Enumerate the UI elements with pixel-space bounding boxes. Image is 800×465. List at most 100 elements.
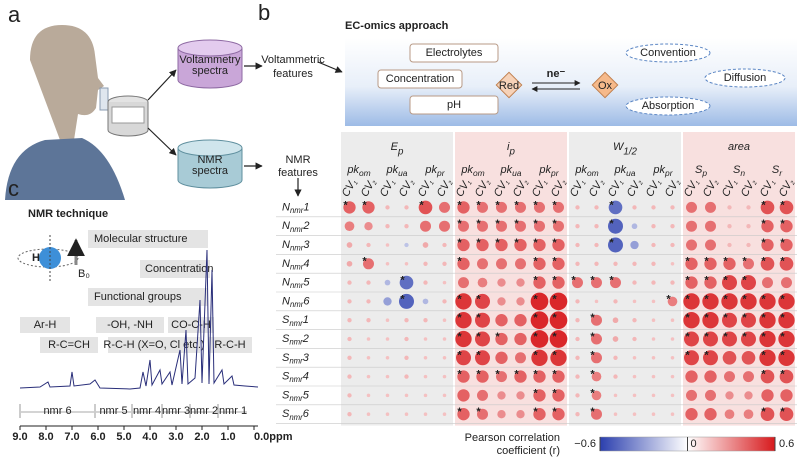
colorbar-tick-label: 0 [691,438,697,450]
correlation-dot [347,412,352,417]
correlation-dot [514,238,527,252]
significance-star: * [761,369,766,381]
significance-star: * [552,199,557,211]
row-label-part: S [282,352,290,364]
row-label: Snmr3 [282,352,310,366]
correlation-dot [741,312,756,328]
subgroup-label-part: om [473,168,485,178]
subgroup-label-part: S [772,164,780,176]
correlation-dot [552,238,565,252]
correlation-dot [613,261,618,266]
row-label-part: nmr [289,338,303,347]
group-label: Ep [391,141,404,157]
significance-star: * [590,331,595,343]
correlation-dot [575,355,580,360]
significance-star: * [780,256,785,268]
subgroup-label: pkom [346,164,370,178]
correlation-dot [575,393,580,398]
correlation-dot [667,296,678,307]
nmr-tick-label: 7.0 [64,431,79,443]
correlation-dot [534,220,545,232]
cv-label-part: 1 [581,180,588,186]
correlation-dot [631,223,638,230]
correlation-dot [670,318,675,322]
correlation-dot [515,201,526,213]
correlation-dot [385,393,390,398]
row-label-part: 3 [303,352,310,364]
significance-star: * [457,350,462,362]
correlation-dot [495,332,508,346]
correlation-dot [423,280,428,285]
correlation-dot [594,299,599,304]
correlation-dot [670,393,675,398]
correlation-dot [632,393,637,398]
feature-label: features [273,68,313,80]
correlation-dot [552,370,565,383]
correlation-dot [575,242,580,248]
significance-star: * [742,275,747,287]
correlation-dot [779,407,794,422]
subgroup-label-part: n [740,168,745,178]
correlation-dot [702,312,719,329]
redox-label: Red [499,80,519,92]
significance-star: * [723,293,728,305]
significance-star: * [685,293,690,305]
group-label: ip [507,141,515,157]
correlation-dot [399,293,414,309]
nmr-tick-label: 5.0 [116,431,131,443]
row-label-part: N [282,295,290,307]
row-label-part: S [282,408,290,420]
correlation-dot [385,243,390,247]
correlation-dot [530,330,549,348]
correlation-dot [725,391,734,400]
correlation-dot [346,242,353,248]
significance-star: * [761,218,766,230]
correlation-dot [651,280,656,285]
correlation-dot [703,331,718,347]
correlation-dot [385,374,390,379]
significance-star: * [552,350,557,362]
correlation-dot [366,374,371,379]
correlation-dot [442,280,447,285]
correlation-dot [362,201,375,214]
subgroup-label: Sn [733,164,745,178]
correlation-dot [575,318,580,323]
correlation-dot [670,242,675,248]
correlation-dot [455,293,472,310]
subgroup-label: Sr [772,164,783,178]
nmr-tick-label: 0.0ppm [254,431,293,443]
subgroup-label: pkua [385,164,407,178]
correlation-dot [721,293,738,310]
peak-label: CO-C-H [171,319,211,331]
correlation-dot [477,220,488,232]
correlation-dot [761,220,774,233]
significance-star: * [533,350,538,362]
correlation-dot [516,410,525,419]
correlation-dot [534,201,545,213]
correlation-dot [759,293,776,310]
significance-star: * [704,312,709,324]
correlation-dot [594,205,599,210]
cv-label-part: 1 [733,180,740,186]
significance-star: * [609,237,614,249]
significance-star: * [780,369,785,381]
technique-boxes [88,230,210,306]
correlation-dot [591,408,602,420]
correlation-dot [495,351,508,364]
correlation-dot [515,220,526,232]
significance-star: * [533,369,538,381]
subgroup-label-part: pk [574,164,587,176]
correlation-dot [651,356,656,360]
correlation-dot [670,205,675,210]
correlation-dot [779,369,794,384]
correlation-dot [533,389,546,402]
redox [495,71,619,99]
correlation-dot [778,312,795,329]
correlation-dot [404,205,409,210]
group-label-part: p [509,146,516,157]
cv-label-part: 2 [485,179,493,186]
concept: Convention [640,47,696,59]
subgroup-label-part: pk [499,164,512,176]
correlation-dot [516,297,525,306]
correlation-dot [780,238,793,252]
